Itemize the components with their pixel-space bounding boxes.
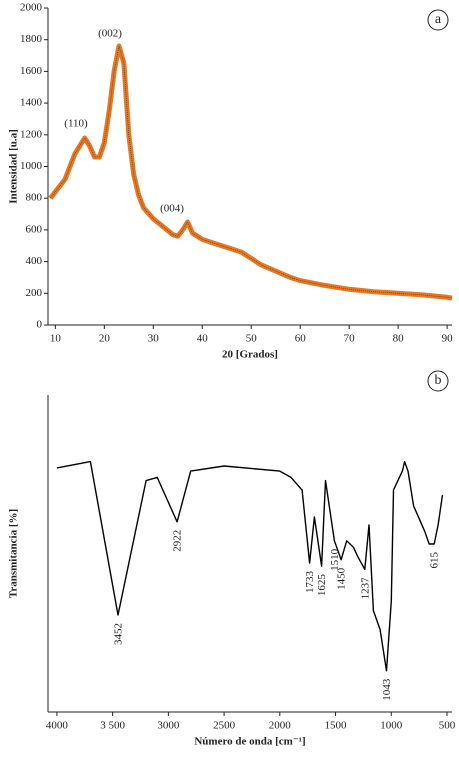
y-axis-label: Intensidad [u.a]	[8, 129, 20, 204]
y-tick-label: 200	[26, 287, 43, 299]
y-tick-label: 1000	[20, 160, 43, 172]
x-tick-label: 10	[50, 333, 62, 345]
peak-label: 1510	[329, 548, 341, 571]
x-tick-label: 80	[393, 333, 405, 345]
x-tick-label: 90	[442, 333, 454, 345]
annotation: (004)	[160, 203, 184, 215]
x-tick-label: 70	[344, 333, 356, 345]
x-tick-label: 3000	[157, 720, 180, 732]
x-tick-label: 30	[148, 333, 160, 345]
y-tick-label: 600	[26, 223, 43, 235]
y-tick-label: 0	[37, 319, 43, 331]
x-tick-label: 3 500	[100, 720, 125, 732]
x-tick-label: 40	[197, 333, 209, 345]
y-tick-label: 1600	[20, 65, 43, 77]
x-axis-label: 20 [Grados]	[222, 349, 278, 361]
x-tick-label: 50	[246, 333, 258, 345]
x-tick-label: 4000	[46, 720, 69, 732]
y-tick-label: 1400	[20, 97, 43, 109]
peak-label: 2922	[172, 530, 184, 552]
y-axis-label: Transmitancia [%]	[8, 509, 20, 598]
y-tick-label: 1200	[20, 128, 43, 140]
y-tick-label: 800	[26, 192, 43, 204]
x-tick-label: 60	[295, 333, 307, 345]
peak-label: 1237	[359, 577, 371, 600]
panel-label: b	[435, 373, 442, 388]
data-line	[56, 460, 444, 672]
annotation: (002)	[98, 28, 122, 40]
x-tick-label: 20	[99, 333, 111, 345]
y-tick-label: 400	[26, 255, 43, 267]
panel-label: a	[435, 12, 442, 27]
panel-circle	[427, 370, 449, 392]
panel-circle	[427, 9, 449, 31]
x-tick-label: 500	[439, 720, 456, 732]
peak-label: 1625	[316, 574, 328, 597]
peak-label: 1450	[336, 567, 348, 590]
peak-label: 615	[429, 551, 441, 568]
data-line-noise	[50, 45, 453, 299]
x-tick-label: 2500	[213, 720, 236, 732]
x-axis-label: Número de onda [cm⁻¹]	[194, 736, 305, 748]
x-tick-label: 1000	[380, 720, 403, 732]
peak-label: 1043	[381, 678, 393, 701]
y-tick-label: 2000	[20, 2, 43, 14]
peak-label: 1733	[304, 571, 316, 594]
annotation: (110)	[64, 118, 88, 130]
y-tick-label: 1800	[20, 33, 43, 45]
x-tick-label: 1500	[325, 720, 348, 732]
x-tick-label: 2000	[269, 720, 292, 732]
data-line	[48, 43, 453, 301]
peak-label: 3452	[113, 623, 125, 645]
